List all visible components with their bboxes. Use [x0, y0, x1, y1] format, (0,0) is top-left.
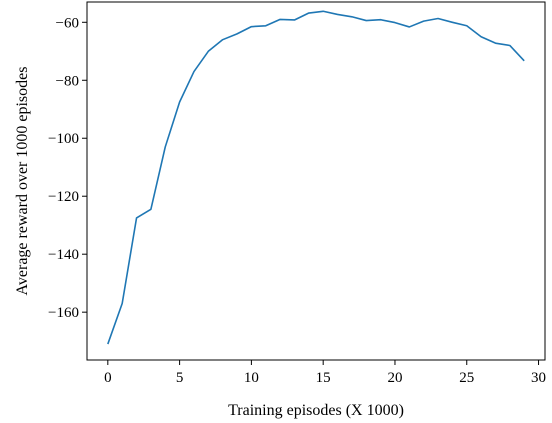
plot-area — [86, 1, 546, 361]
y-tick-label: −140 — [48, 247, 79, 263]
x-tick-label: 30 — [531, 370, 546, 386]
y-axis-label: Average reward over 1000 episodes — [14, 67, 31, 296]
x-tick-label: 15 — [316, 370, 331, 386]
x-tick-label: 20 — [387, 370, 402, 386]
series-layer — [107, 10, 525, 345]
y-axis-ticks: −160 −140 −120 −100 −80 −60 — [48, 15, 87, 321]
x-axis-ticks: 0 5 10 15 20 25 30 — [104, 360, 546, 386]
x-axis-label: Training episodes (X 1000) — [228, 402, 404, 419]
x-tick-label: 0 — [104, 370, 112, 386]
y-tick-label: −80 — [56, 73, 79, 89]
series-line-0 — [107, 10, 525, 345]
y-tick-label: −160 — [48, 305, 79, 321]
y-tick-label: −100 — [48, 131, 79, 147]
y-tick-label: −60 — [56, 15, 79, 31]
y-tick-label: −120 — [48, 189, 79, 205]
x-tick-label: 5 — [176, 370, 184, 386]
x-tick-label: 25 — [459, 370, 474, 386]
x-tick-label: 10 — [244, 370, 259, 386]
